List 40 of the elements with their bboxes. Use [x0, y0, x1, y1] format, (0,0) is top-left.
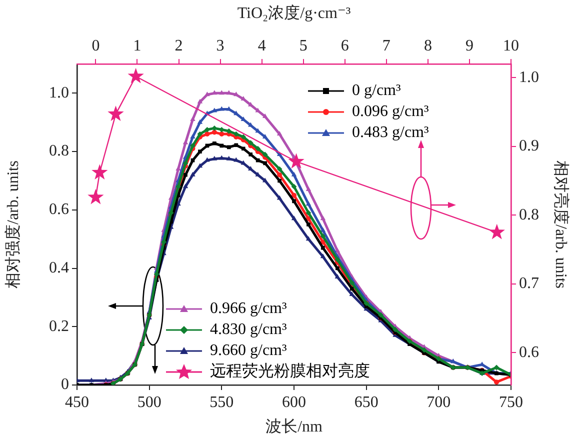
x-tick-label: 5	[299, 38, 308, 55]
y-axis-title: 相对强度/arb. units	[4, 160, 22, 288]
x-tick-label: 500	[137, 394, 162, 411]
y-tick-label: 0.6	[49, 201, 69, 218]
x-tick-label: 700	[426, 394, 451, 411]
x-tick-label: 4	[258, 38, 266, 55]
x-tick-label: 9	[465, 38, 474, 55]
y-tick-label: 0.4	[49, 259, 69, 276]
legend-label: 0.966 g/cm³	[210, 299, 287, 319]
y-tick-label: 0.9	[519, 138, 539, 155]
legend-label: 0.483 g/cm³	[352, 123, 429, 143]
y-tick-label: 1.0	[519, 68, 539, 86]
x-tick-label: 6	[340, 38, 349, 55]
y-tick-label: 1.0	[49, 84, 69, 102]
y-tick-label: 0.6	[519, 344, 539, 361]
x-tick-label: 750	[499, 394, 523, 411]
legend-label: 9.660 g/cm³	[210, 341, 287, 361]
x-tick-label: 450	[65, 394, 89, 411]
legend-label: 0.096 g/cm³	[352, 102, 429, 122]
x-tick-label: 7	[382, 38, 390, 55]
y-tick-label: 0	[61, 376, 69, 394]
x-tick-label: 3	[216, 38, 224, 55]
x-tick-label: 650	[354, 394, 378, 411]
y-tick-label: 0.2	[49, 318, 69, 335]
x-tick-label: 600	[282, 394, 306, 411]
x-tick-label: 1	[133, 38, 142, 55]
legend-label: 远程荧光粉膜相对亮度	[210, 362, 370, 382]
y-tick-label: 0.7	[519, 275, 539, 292]
x-axis-title: TiO₂浓度/g·cm⁻³	[237, 4, 351, 22]
y-tick-label: 0.8	[519, 206, 539, 224]
x-tick-label: 0	[92, 38, 100, 55]
x-tick-label: 2	[174, 38, 183, 55]
legend-label: 0 g/cm³	[352, 81, 401, 101]
x-tick-label: 550	[210, 394, 234, 411]
x-tick-label: 10	[503, 38, 519, 55]
legend-label: 4.830 g/cm³	[210, 320, 287, 340]
y-axis-title: 相对亮度/arb. units	[552, 160, 570, 288]
x-tick-label: 8	[424, 38, 432, 55]
y-tick-label: 0.8	[49, 142, 69, 160]
x-axis-title: 波长/nm	[266, 418, 323, 436]
